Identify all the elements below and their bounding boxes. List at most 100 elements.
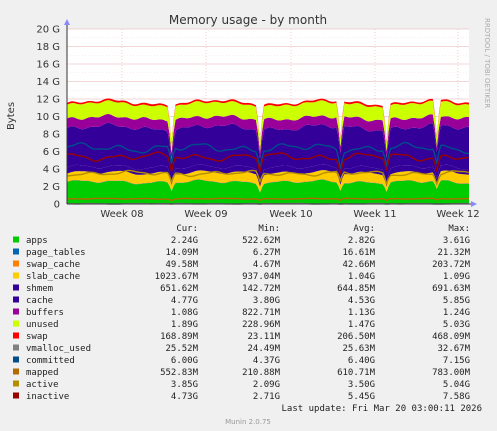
legend-max: 21.32M xyxy=(437,248,470,258)
legend-swatch xyxy=(13,308,19,315)
legend-header-min: Min: xyxy=(258,224,280,234)
legend-cur: 4.77G xyxy=(171,296,198,306)
legend-min: 24.49M xyxy=(247,344,280,354)
y-axis-arrow xyxy=(64,19,70,25)
legend-cur: 49.58M xyxy=(165,260,198,270)
legend-row-active: active 3.85G 2.09G 3.50G 5.04G xyxy=(13,380,470,390)
legend-row-page-tables: page_tables 14.09M 6.27M 16.61M 21.32M xyxy=(13,248,471,258)
chart-title: Memory usage - by month xyxy=(169,13,327,27)
y-tick-label: 8 G xyxy=(43,130,60,141)
legend-cur: 651.62M xyxy=(160,284,199,294)
legend-name: page_tables xyxy=(26,248,86,258)
legend-min: 2.71G xyxy=(253,392,280,402)
y-tick-label: 10 G xyxy=(36,112,60,123)
legend-row-committed: committed 6.00G 4.37G 6.40G 7.15G xyxy=(13,356,470,366)
last-update: Last update: Fri Mar 20 03:00:11 2026 xyxy=(282,404,482,414)
legend-avg: 610.71M xyxy=(337,368,376,378)
x-tick-label: Week 12 xyxy=(436,209,479,220)
legend-min: 210.88M xyxy=(242,368,281,378)
legend-row-shmem: shmem 651.62M 142.72M 644.85M 691.63M xyxy=(13,284,471,294)
y-tick-label: 20 G xyxy=(36,25,60,36)
legend-swatch xyxy=(13,344,19,351)
legend-min: 6.27M xyxy=(253,248,281,258)
line-inactive xyxy=(66,151,470,174)
legend-name: apps xyxy=(26,236,48,246)
legend-cur: 2.24G xyxy=(171,236,198,246)
legend-cur: 14.09M xyxy=(165,248,198,258)
legend-avg: 206.50M xyxy=(337,332,376,342)
y-tick-labels: 0 2 G 4 G 6 G 8 G 10 G 12 G 14 G 16 G 18 G 20 G xyxy=(36,25,60,211)
legend-avg: 25.63M xyxy=(342,344,375,354)
legend-swatch xyxy=(13,380,19,387)
legend-header-max: Max: xyxy=(448,224,470,234)
legend-max: 5.03G xyxy=(443,320,470,330)
legend-min: 522.62M xyxy=(242,236,281,246)
legend-row-apps: apps 2.24G 522.62M 2.82G 3.61G xyxy=(13,236,470,246)
legend-name: swap_cache xyxy=(26,260,80,270)
rrdtool-watermark: RRDTOOL / TOBI OETIKER xyxy=(483,18,491,108)
legend-row-inactive: inactive 4.73G 2.71G 5.45G 7.58G xyxy=(13,392,470,402)
y-tick-label: 12 G xyxy=(36,95,60,106)
legend-cur: 1.89G xyxy=(171,320,198,330)
legend-cur: 25.52M xyxy=(165,344,198,354)
legend-swatch xyxy=(13,356,19,363)
area-shmem xyxy=(67,164,469,187)
y-tick-label: 0 xyxy=(54,200,60,211)
legend-min: 4.67M xyxy=(253,260,281,270)
x-tick-labels: Week 08 Week 09 Week 10 Week 11 Week 12 xyxy=(100,209,479,220)
legend-swatch xyxy=(13,368,19,375)
legend-row-mapped: mapped 552.83M 210.88M 610.71M 783.00M xyxy=(13,368,471,378)
legend-max: 691.63M xyxy=(432,284,471,294)
legend-avg: 16.61M xyxy=(342,248,375,258)
legend-min: 3.80G xyxy=(253,296,280,306)
x-tick-label: Week 08 xyxy=(100,209,143,220)
legend-swatch xyxy=(13,320,19,327)
legend-avg: 1.47G xyxy=(348,320,375,330)
legend-row-swap: swap 168.89M 23.11M 206.50M 468.09M xyxy=(13,332,471,342)
y-axis-label: Bytes xyxy=(6,102,17,130)
y-tick-label: 16 G xyxy=(36,60,60,71)
legend-min: 23.11M xyxy=(247,332,280,342)
legend-name: inactive xyxy=(26,392,69,402)
line-committed xyxy=(66,141,470,170)
legend-max: 203.72M xyxy=(432,260,471,270)
legend-max: 5.04G xyxy=(443,380,470,390)
x-tick-label: Week 09 xyxy=(184,209,227,220)
legend-max: 32.67M xyxy=(437,344,470,354)
legend-name: mapped xyxy=(26,368,59,378)
legend-avg: 5.45G xyxy=(348,392,375,402)
legend-cur: 1023.67M xyxy=(155,272,199,282)
legend-min: 2.09G xyxy=(253,380,280,390)
legend-avg: 1.13G xyxy=(348,308,375,318)
legend-max: 5.85G xyxy=(443,296,470,306)
legend-cur: 1.08G xyxy=(171,308,198,318)
legend-min: 142.72M xyxy=(242,284,281,294)
legend-name: cache xyxy=(26,296,53,306)
legend-swatch xyxy=(13,236,19,243)
y-tick-label: 18 G xyxy=(36,42,60,53)
legend-row-slab-cache: slab_cache 1023.67M 937.04M 1.04G 1.09G xyxy=(13,272,470,282)
y-tick-label: 4 G xyxy=(43,165,60,176)
legend-min: 822.71M xyxy=(242,308,281,318)
legend-max: 468.09M xyxy=(432,332,471,342)
legend-header-cur: Cur: xyxy=(176,224,198,234)
legend-name: committed xyxy=(26,356,75,366)
line-mapped xyxy=(66,197,470,202)
legend-header-avg: Avg: xyxy=(353,224,375,234)
area-swap-cache xyxy=(67,179,469,193)
x-tick-label: Week 10 xyxy=(269,209,312,220)
legend-table: Cur: Min: Avg: Max: apps 2.24G 522.62M 2.82… xyxy=(13,224,471,402)
legend-avg: 4.53G xyxy=(348,296,375,306)
area-buffers xyxy=(67,114,469,160)
legend-row-unused: unused 1.89G 228.96M 1.47G 5.03G xyxy=(13,320,470,330)
area-apps xyxy=(67,179,469,204)
legend-name: swap xyxy=(26,332,48,342)
legend-name: active xyxy=(26,380,59,390)
legend-max: 1.09G xyxy=(443,272,470,282)
line-active xyxy=(66,169,470,187)
legend-min: 937.04M xyxy=(242,272,281,282)
legend-max: 7.58G xyxy=(443,392,470,402)
y-tick-label: 2 G xyxy=(43,182,60,193)
legend-cur: 6.00G xyxy=(171,356,198,366)
